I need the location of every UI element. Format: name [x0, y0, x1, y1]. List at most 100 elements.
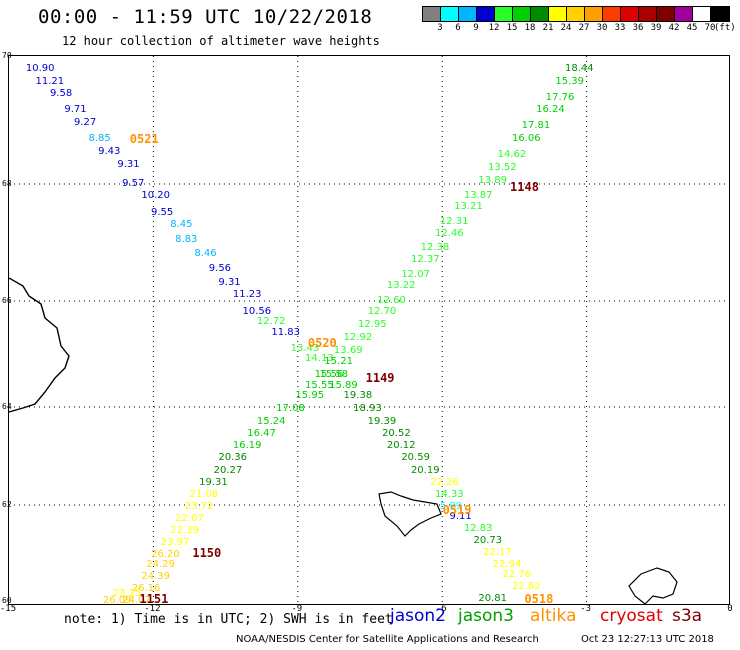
lat-tick-label: 68	[2, 179, 12, 188]
swh-label: 9.55	[151, 207, 174, 219]
swh-label: 15.39	[555, 75, 584, 87]
swh-label: 9.31	[218, 277, 241, 289]
scale-label: 24	[560, 23, 572, 33]
swh-label: 16.19	[232, 440, 262, 452]
scale-swatch	[621, 7, 639, 21]
pass-time-label: 1148	[510, 179, 539, 194]
color-scale-swatches	[422, 6, 730, 22]
swh-label: 15.58	[319, 369, 349, 381]
swh-label: 5.89	[439, 501, 463, 513]
swh-label: 20.19	[410, 464, 440, 476]
satellite-legend-item: s3a	[672, 606, 703, 626]
wave-height-color-scale: 3 6 9 12 15 18 21 24 27 30 33 36 39 42 45 70 (ft)	[422, 6, 740, 36]
iceland-coastline	[9, 277, 70, 413]
swh-label: 12.60	[377, 295, 406, 306]
scale-label: 70	[704, 23, 716, 33]
scale-swatch	[585, 7, 603, 21]
lat-tick-label: 70	[2, 51, 12, 60]
swh-label: 13.87	[463, 189, 493, 201]
color-scale-unit: (ft)	[714, 23, 736, 33]
scale-label: 6	[455, 23, 461, 33]
scale-label: 21	[542, 23, 554, 33]
faroe-islands-coastline	[378, 491, 442, 537]
swh-label: 19.31	[199, 476, 228, 488]
swh-label: 15.95	[295, 390, 325, 402]
swh-label: 19.39	[367, 415, 397, 427]
swh-label: 22.76	[502, 568, 532, 580]
scale-label: 18	[524, 23, 536, 33]
swh-label: 18.44	[564, 62, 594, 74]
swh-label: 15.21	[324, 355, 353, 367]
scale-swatch	[603, 7, 621, 21]
swh-label: 12.31	[439, 216, 469, 228]
swh-label: 16.24	[536, 104, 565, 116]
lat-tick-label: 64	[2, 402, 12, 411]
swh-label: 23.97	[160, 537, 190, 549]
swh-label: 12.72	[256, 316, 286, 328]
scale-label: 15	[506, 23, 518, 33]
swh-label: 9.43	[98, 146, 121, 157]
swh-label: 17.81	[521, 120, 551, 132]
swh-label: 22.82	[512, 580, 541, 592]
swh-label: 12.37	[410, 254, 440, 266]
swh-label: 13.89	[478, 174, 507, 186]
scale-swatch	[459, 7, 477, 21]
map-panel[interactable]: 10.90 11.21 9.58 9.71 9.27 8.85 9.43 9.31 9.57 10…	[8, 55, 730, 605]
swh-label: 8.83	[175, 233, 198, 245]
scale-swatch	[549, 7, 567, 21]
scale-label: 30	[596, 23, 608, 33]
swh-label: 13.21	[454, 201, 483, 213]
lon-tick-label: 0	[727, 604, 733, 614]
pass-time-label: 0518	[524, 591, 554, 605]
scale-swatch	[423, 7, 441, 21]
swh-label: 20.59	[401, 452, 430, 464]
satellite-legend-item: cryosat	[600, 606, 663, 626]
color-scale-labels: 3 6 9 12 15 18 21 24 27 30 33 36 39 42 45 70	[422, 23, 740, 35]
scale-label: 9	[473, 23, 479, 33]
scale-swatch	[675, 7, 693, 21]
footer-timestamp: Oct 23 12:27:13 UTC 2018	[581, 634, 714, 645]
swh-label: 26.16	[131, 583, 161, 594]
norway-coastline	[628, 567, 678, 604]
swh-label: 12.92	[343, 332, 373, 344]
swh-label: 22.07	[175, 513, 204, 525]
swh-label: 9.27	[74, 117, 97, 129]
swh-label: 15.89	[329, 379, 358, 391]
scale-label: 27	[578, 23, 590, 33]
pass-time-label: 0521	[129, 132, 159, 147]
swh-label: 15.56	[314, 369, 344, 381]
swh-label: 22.94	[492, 559, 522, 570]
page-title: 00:00 - 11:59 UTC 10/22/2018	[38, 6, 373, 28]
swh-label: 20.81	[478, 592, 507, 604]
pass-time-label: 0519	[442, 502, 472, 517]
swh-label: 20.73	[473, 535, 503, 546]
pass-time-label: 1150	[192, 546, 222, 560]
swh-label: 22.39	[170, 525, 199, 537]
pass-time-label: 0520	[307, 336, 337, 351]
scale-label: 42	[668, 23, 680, 33]
swh-label: 20.36	[218, 452, 248, 464]
lon-tick-label: -12	[144, 604, 161, 614]
swh-label: 20.52	[382, 427, 411, 439]
scale-swatch	[477, 7, 495, 21]
swh-label: 16.47	[247, 427, 276, 439]
swh-label: 24.29	[146, 559, 175, 570]
swh-label: 14.13	[305, 353, 334, 365]
swh-label: 10.56	[242, 305, 272, 317]
scale-label: 33	[614, 23, 626, 33]
swh-label: 10.20	[141, 189, 171, 201]
swh-label: 16.06	[512, 133, 541, 145]
lat-tick-label: 66	[2, 296, 12, 305]
swh-label: 12.46	[435, 227, 464, 239]
page-subtitle: 12 hour collection of altimeter wave hei…	[62, 34, 380, 48]
swh-label: 13.22	[386, 280, 416, 292]
swh-label: 8.85	[88, 133, 111, 145]
map-canvas	[9, 56, 729, 604]
pass-time-label: 1151	[139, 591, 169, 605]
swh-label: 13.69	[333, 345, 363, 357]
swh-label: 8.45	[170, 218, 193, 230]
scale-swatch	[441, 7, 459, 21]
swh-label: 9.71	[64, 104, 87, 116]
lon-tick-label: -3	[580, 604, 592, 614]
swh-label: 14.33	[435, 489, 464, 501]
